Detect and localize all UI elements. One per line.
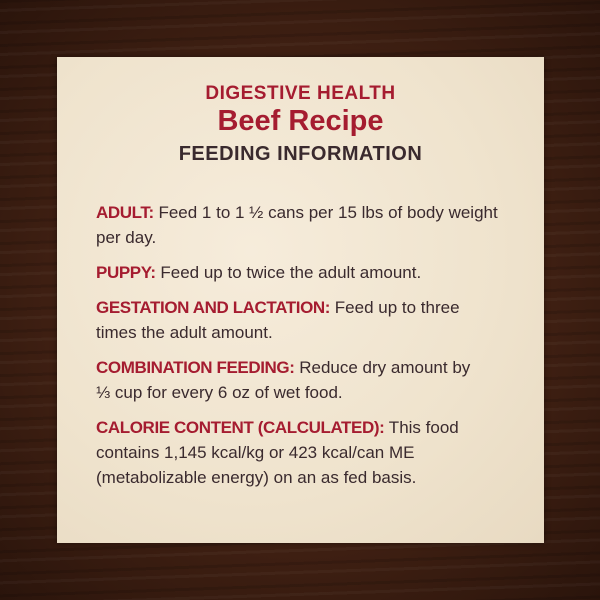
section-heading: FEEDING INFORMATION (178, 143, 423, 165)
puppy-guideline: PUPPY: Feed up to twice the adult amount… (96, 260, 526, 285)
guideline-text: Feed up to twice the adult amount. (155, 263, 422, 282)
product-line: DIGESTIVE HEALTH (205, 83, 396, 104)
guideline-label: CALORIE CONTENT (CALCULATED): (96, 418, 385, 437)
guideline-text: per day. (96, 228, 157, 247)
calorie-content: CALORIE CONTENT (CALCULATED): This food … (96, 415, 526, 490)
guideline-label: PUPPY: (96, 263, 156, 282)
guideline-text: (metabolizable energy) on an as fed basi… (96, 468, 417, 487)
recipe-title: Beef Recipe (217, 105, 384, 137)
guideline-label: GESTATION AND LACTATION: (96, 298, 331, 317)
feeding-info-card: DIGESTIVE HEALTH Beef Recipe FEEDING INF… (57, 57, 544, 543)
gestation-guideline: GESTATION AND LACTATION: Feed up to thre… (96, 295, 526, 345)
guideline-text: Feed 1 to 1 ½ cans per 15 lbs of body we… (153, 203, 498, 222)
guideline-text: Feed up to three (330, 298, 460, 317)
guideline-text: contains 1,145 kcal/kg or 423 kcal/can M… (96, 443, 415, 462)
guideline-text: This food (384, 418, 459, 437)
adult-guideline: ADULT: Feed 1 to 1 ½ cans per 15 lbs of … (96, 200, 526, 250)
guideline-text: Reduce dry amount by (294, 358, 471, 377)
guideline-label: COMBINATION FEEDING: (96, 358, 295, 377)
feeding-guidelines: ADULT: Feed 1 to 1 ½ cans per 15 lbs of … (96, 200, 526, 500)
guideline-text: ⅓ cup for every 6 oz of wet food. (96, 383, 343, 402)
guideline-label: ADULT: (96, 203, 154, 222)
combination-guideline: COMBINATION FEEDING: Reduce dry amount b… (96, 355, 526, 405)
guideline-text: times the adult amount. (96, 323, 273, 342)
